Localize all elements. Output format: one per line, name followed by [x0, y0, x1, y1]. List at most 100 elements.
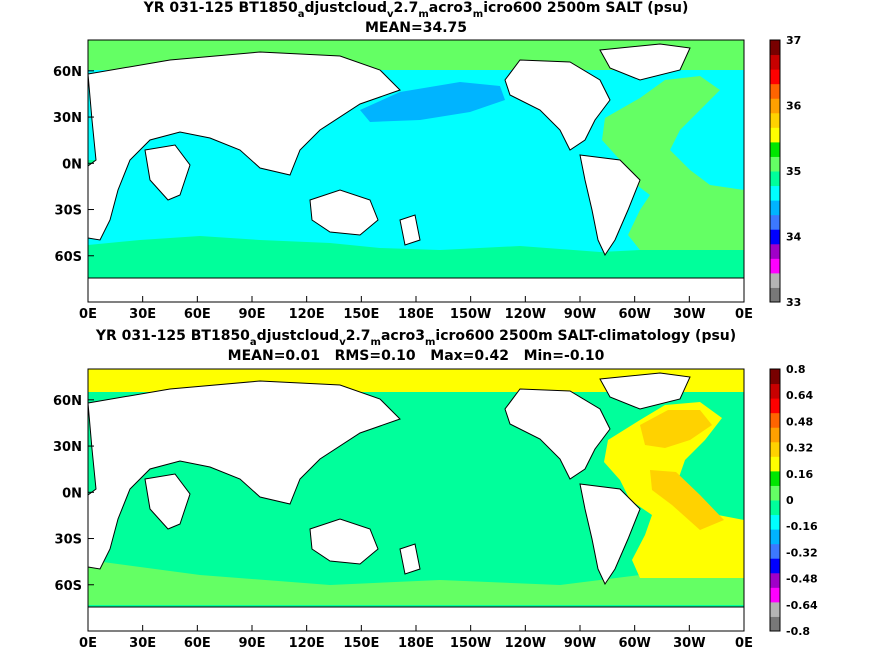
eurasia-africa	[88, 380, 401, 570]
colorbar-swatch	[770, 214, 780, 230]
colorbar-swatch	[770, 127, 780, 143]
colorbar-tick-label: 0	[786, 494, 794, 507]
panel-2-y-axis: 60N 30N 0N 30S 60S	[53, 394, 94, 594]
colorbar-swatch	[770, 185, 780, 201]
new-zealand	[399, 543, 421, 575]
panel-2-x-axis: 0E 30E 60E 90E 120E 150E 180E 150W 120W 90W 60W 30W…	[79, 625, 753, 651]
colorbar-tick-label: -0.64	[786, 599, 818, 612]
x-tick-label: 180E	[398, 636, 434, 651]
colorbar-swatch	[770, 616, 780, 632]
colorbar-swatch	[770, 485, 780, 501]
colorbar-swatch	[770, 156, 780, 172]
x-tick-label: 90W	[564, 307, 596, 322]
eurasia-africa	[88, 51, 401, 241]
x-tick-label: 120W	[505, 307, 546, 322]
x-tick-label: 0E	[735, 636, 753, 651]
x-tick-label: 120W	[505, 636, 546, 651]
south-america	[579, 483, 641, 586]
panel-2-subtitle: MEAN=0.01 RMS=0.10 Max=0.42 Min=-0.10	[228, 348, 605, 364]
panel-2: YR 031-125 BT1850adjustcloudv2.7macro3mi…	[53, 328, 818, 651]
atlantic-field	[602, 76, 744, 250]
colorbar-swatch	[770, 529, 780, 545]
greenland	[599, 43, 691, 81]
colorbar-swatch	[770, 572, 780, 588]
colorbar-swatch	[770, 470, 780, 486]
south-america	[579, 154, 641, 257]
y-tick-label: 0N	[62, 157, 82, 172]
colorbar-swatch	[770, 112, 780, 128]
colorbar-swatch	[770, 287, 780, 303]
x-tick-label: 30W	[673, 636, 705, 651]
greenland	[599, 372, 691, 410]
panel-1-y-axis: 60N 30N 0N 30S 60S	[53, 65, 94, 265]
y-tick-label: 0N	[62, 486, 82, 501]
new-zealand	[399, 214, 421, 246]
panel-1-subtitle: MEAN=34.75	[365, 20, 467, 36]
panel-1-title: YR 031-125 BT1850adjustcloudv2.7macro3mi…	[143, 0, 689, 20]
land	[88, 43, 744, 302]
colorbar-swatch	[770, 601, 780, 617]
panel-1-map	[88, 40, 744, 302]
x-tick-label: 60W	[618, 636, 650, 651]
x-tick-label: 30E	[129, 636, 156, 651]
panel-1-x-axis: 0E 30E 60E 90E 120E 150E 180E 150W 120W 90W 60W 30W…	[79, 296, 753, 322]
colorbar-swatch	[770, 272, 780, 288]
panel-2-colorbar: 0.8 0.64 0.48 0.32 0.16 0 -0.16 -0.32 -0.48 -0.64…	[769, 363, 818, 638]
x-tick-label: 0E	[735, 307, 753, 322]
india-arabia	[144, 144, 191, 201]
x-tick-label: 180E	[398, 307, 434, 322]
colorbar-tick-label: 33	[786, 296, 801, 309]
x-tick-label: 60E	[184, 636, 211, 651]
x-tick-label: 90W	[564, 636, 596, 651]
colorbar-swatch	[770, 383, 780, 399]
north-america	[504, 388, 611, 480]
x-tick-label: 30W	[673, 307, 705, 322]
colorbar-swatch	[770, 40, 780, 56]
colorbar-tick-label: -0.32	[786, 546, 818, 559]
tropical-atlantic-high	[650, 470, 724, 530]
x-tick-label: 0E	[79, 307, 97, 322]
colorbar-tick-label: 37	[786, 34, 801, 47]
x-tick-label: 150W	[450, 636, 491, 651]
australia	[309, 518, 379, 565]
panel-2-map	[88, 369, 744, 631]
colorbar-tick-label: 0.8	[786, 363, 806, 376]
colorbar-tick-label: 35	[786, 165, 801, 178]
x-tick-label: 90E	[239, 307, 266, 322]
x-tick-label: 120E	[289, 307, 325, 322]
colorbar-swatch	[770, 98, 780, 114]
colorbar-swatch	[770, 514, 780, 530]
colorbar-tick-label: 0.16	[786, 468, 813, 481]
australia	[309, 189, 379, 236]
colorbar-tick-label: 0.32	[786, 442, 813, 455]
north-america	[504, 59, 611, 151]
colorbar-swatch	[770, 587, 780, 603]
colorbar-tick-label: -0.8	[786, 625, 810, 638]
colorbar-swatch	[770, 456, 780, 472]
panel-1: YR 031-125 BT1850adjustcloudv2.7macro3mi…	[53, 0, 802, 322]
colorbar-swatch	[770, 369, 780, 385]
colorbar-tick-label: 0.48	[786, 415, 813, 428]
colorbar-tick-label: 34	[786, 231, 802, 244]
colorbar-frame	[769, 368, 781, 632]
y-tick-label: 30S	[55, 533, 82, 548]
colorbar-swatch	[770, 171, 780, 187]
colorbar-tick-label: 36	[786, 100, 802, 113]
colorbar-swatch	[770, 83, 780, 99]
colorbar-tick-label: -0.48	[786, 573, 818, 586]
y-tick-label: 60N	[53, 394, 82, 409]
y-tick-label: 30S	[55, 204, 82, 219]
colorbar-swatch	[770, 398, 780, 414]
southern-band	[88, 236, 744, 280]
colorbar-swatch	[770, 200, 780, 216]
panel-1-colorbar: 37 36 35 34 33	[769, 34, 802, 309]
x-tick-label: 0E	[79, 636, 97, 651]
x-tick-label: 150E	[343, 636, 379, 651]
colorbar-swatch	[770, 412, 780, 428]
north-pacific-fresh	[360, 82, 505, 122]
colorbar-swatch	[770, 500, 780, 516]
colorbar-swatch	[770, 243, 780, 259]
colorbar-swatch	[770, 258, 780, 274]
southern-band	[88, 560, 744, 605]
